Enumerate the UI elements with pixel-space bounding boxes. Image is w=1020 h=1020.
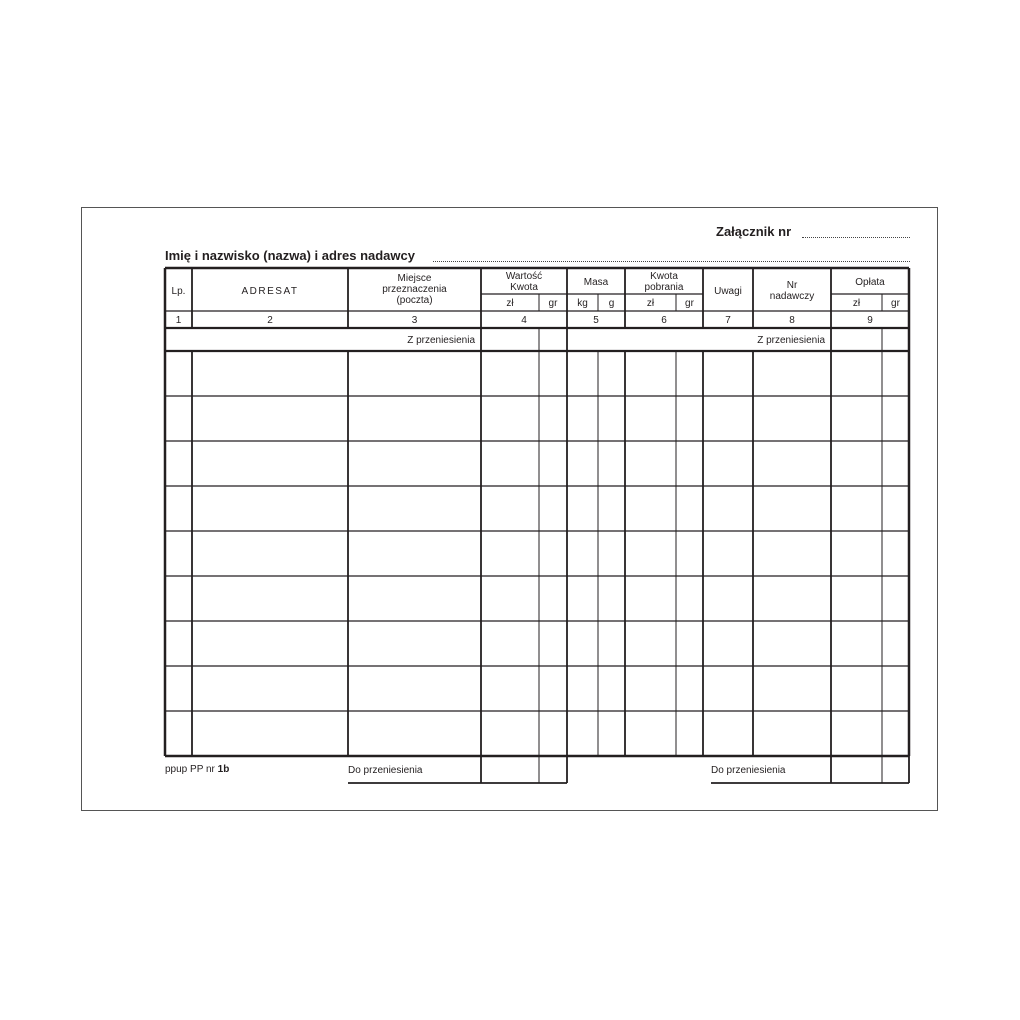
sub-gr: gr [548, 298, 558, 309]
header-nr-2: nadawczy [769, 291, 815, 302]
carry-to-left: Do przeniesienia [348, 765, 423, 776]
sub-g: g [608, 298, 615, 309]
sub-zl: zł [852, 298, 861, 309]
carried-from-right: Z przeniesienia [757, 335, 825, 346]
sub-gr: gr [891, 298, 900, 309]
col-number: 7 [725, 315, 731, 326]
col-number: 3 [411, 315, 418, 326]
col-number: 5 [593, 315, 599, 326]
form-sheet [81, 207, 938, 811]
carry-to-right: Do przeniesienia [711, 765, 786, 776]
sub-kg: kg [577, 298, 588, 309]
header-oplata: Opłata [855, 277, 885, 288]
header-wartosc-1: Wartość [505, 271, 543, 282]
attachment-label: Załącznik nr [716, 224, 792, 239]
header-miejsce-2: przeznaczenia [382, 284, 447, 295]
col-number: 8 [789, 315, 795, 326]
col-number: 9 [867, 315, 873, 326]
carried-from-left: Z przeniesienia [407, 335, 475, 346]
header-kwota-pobrania-2: pobrania [644, 282, 684, 293]
col-number: 4 [521, 315, 527, 326]
header-wartosc-2: Kwota [510, 282, 538, 293]
col-number: 6 [661, 315, 667, 326]
header-miejsce-3: (poczta) [396, 295, 433, 306]
col-number: 2 [267, 315, 273, 326]
attachment-number-field[interactable] [802, 237, 910, 238]
form-code: ppup PP nr 1b [165, 764, 230, 775]
sub-zl: zł [646, 298, 655, 309]
sub-gr: gr [685, 298, 694, 309]
sub-zl: zł [506, 298, 514, 309]
sender-field[interactable] [433, 261, 910, 262]
header-adresat: ADRESAT [241, 286, 299, 297]
header-miejsce-1: Miejsce [397, 273, 432, 284]
header-kwota-pobrania-1: Kwota [650, 271, 678, 282]
sender-label: Imię i nazwisko (nazwa) i adres nadawcy [165, 248, 415, 263]
header-lp: Lp. [171, 286, 186, 297]
header-masa: Masa [583, 277, 609, 288]
col-number: 1 [175, 315, 182, 326]
header-nr-1: Nr [786, 280, 798, 291]
header-uwagi: Uwagi [714, 286, 742, 297]
